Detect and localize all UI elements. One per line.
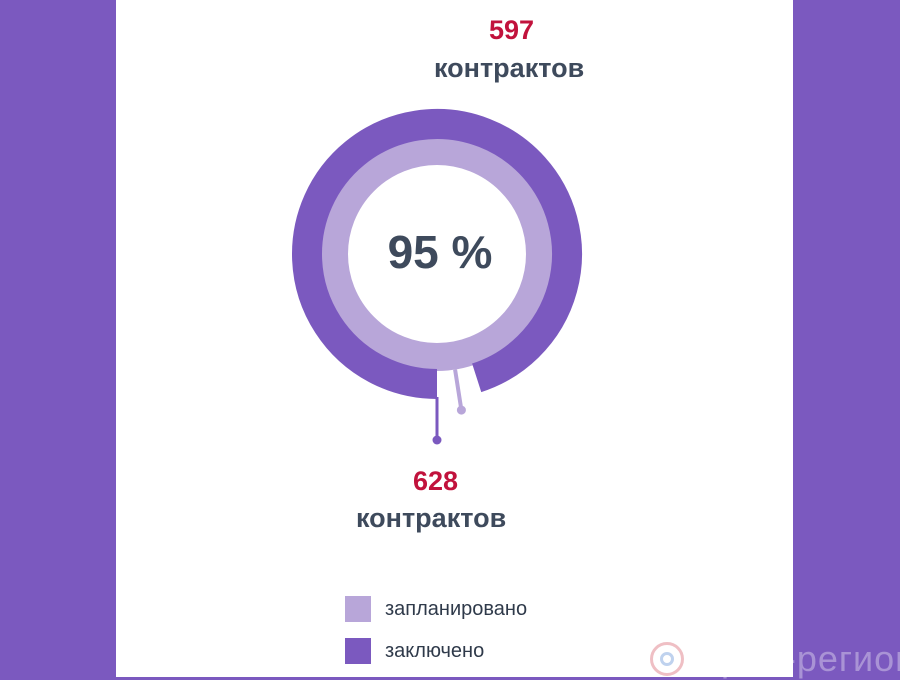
watermark-logo-icon bbox=[650, 642, 684, 676]
top-callout-unit: контрактов bbox=[434, 53, 585, 83]
top-callout-value: 597 bbox=[489, 15, 535, 45]
legend-swatch-concluded bbox=[345, 638, 371, 664]
watermark-text: Орел-регион bbox=[692, 638, 900, 679]
bottom-callout-dot bbox=[432, 435, 442, 445]
planned-ring bbox=[320, 137, 554, 371]
legend-label-planned: запланировано bbox=[385, 597, 528, 620]
center-percent-label: 95 % bbox=[387, 226, 493, 278]
concluded-ring-arc bbox=[292, 109, 582, 399]
top-callout-leader bbox=[453, 369, 464, 411]
watermark-logo: Орел-регион bbox=[650, 638, 900, 680]
bottom-callout-unit: контрактов bbox=[356, 503, 507, 533]
legend-item-concluded: заключено bbox=[345, 638, 484, 664]
top-callout-dot bbox=[456, 405, 466, 415]
legend-item-planned: запланировано bbox=[345, 596, 527, 622]
legend-label-concluded: заключено bbox=[385, 639, 485, 662]
bottom-callout-value: 628 bbox=[413, 466, 459, 496]
legend-swatch-planned bbox=[345, 596, 371, 622]
